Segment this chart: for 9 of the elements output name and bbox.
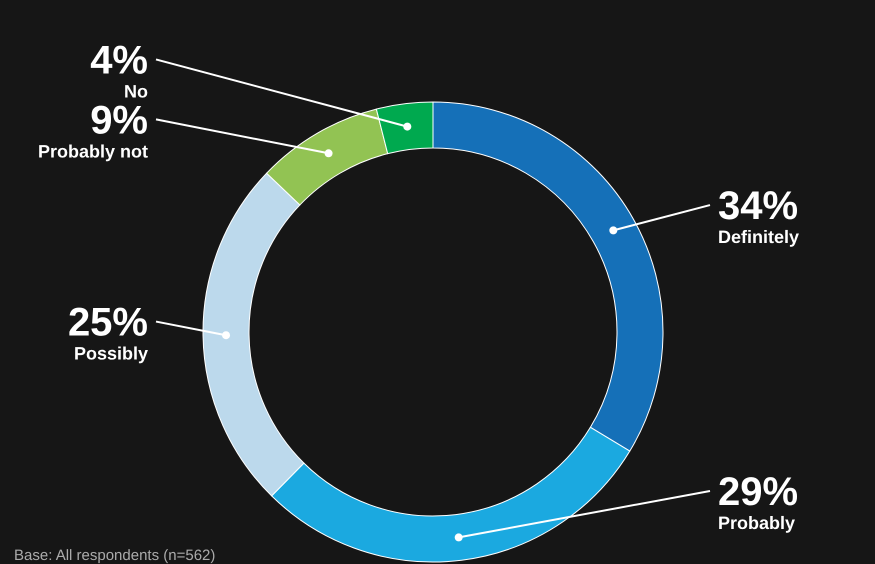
slice-label: Probably not bbox=[38, 141, 148, 162]
slice-label: Possibly bbox=[74, 344, 148, 364]
data-label: 29% bbox=[718, 470, 798, 514]
data-label: 34% bbox=[718, 184, 798, 228]
data-label: 25% bbox=[68, 300, 148, 345]
slice-label: Probably bbox=[718, 513, 796, 533]
data-label: 4% bbox=[90, 38, 148, 82]
slice-label: Definitely bbox=[718, 227, 800, 248]
text: Base: All respondents (n=562) bbox=[14, 547, 216, 564]
